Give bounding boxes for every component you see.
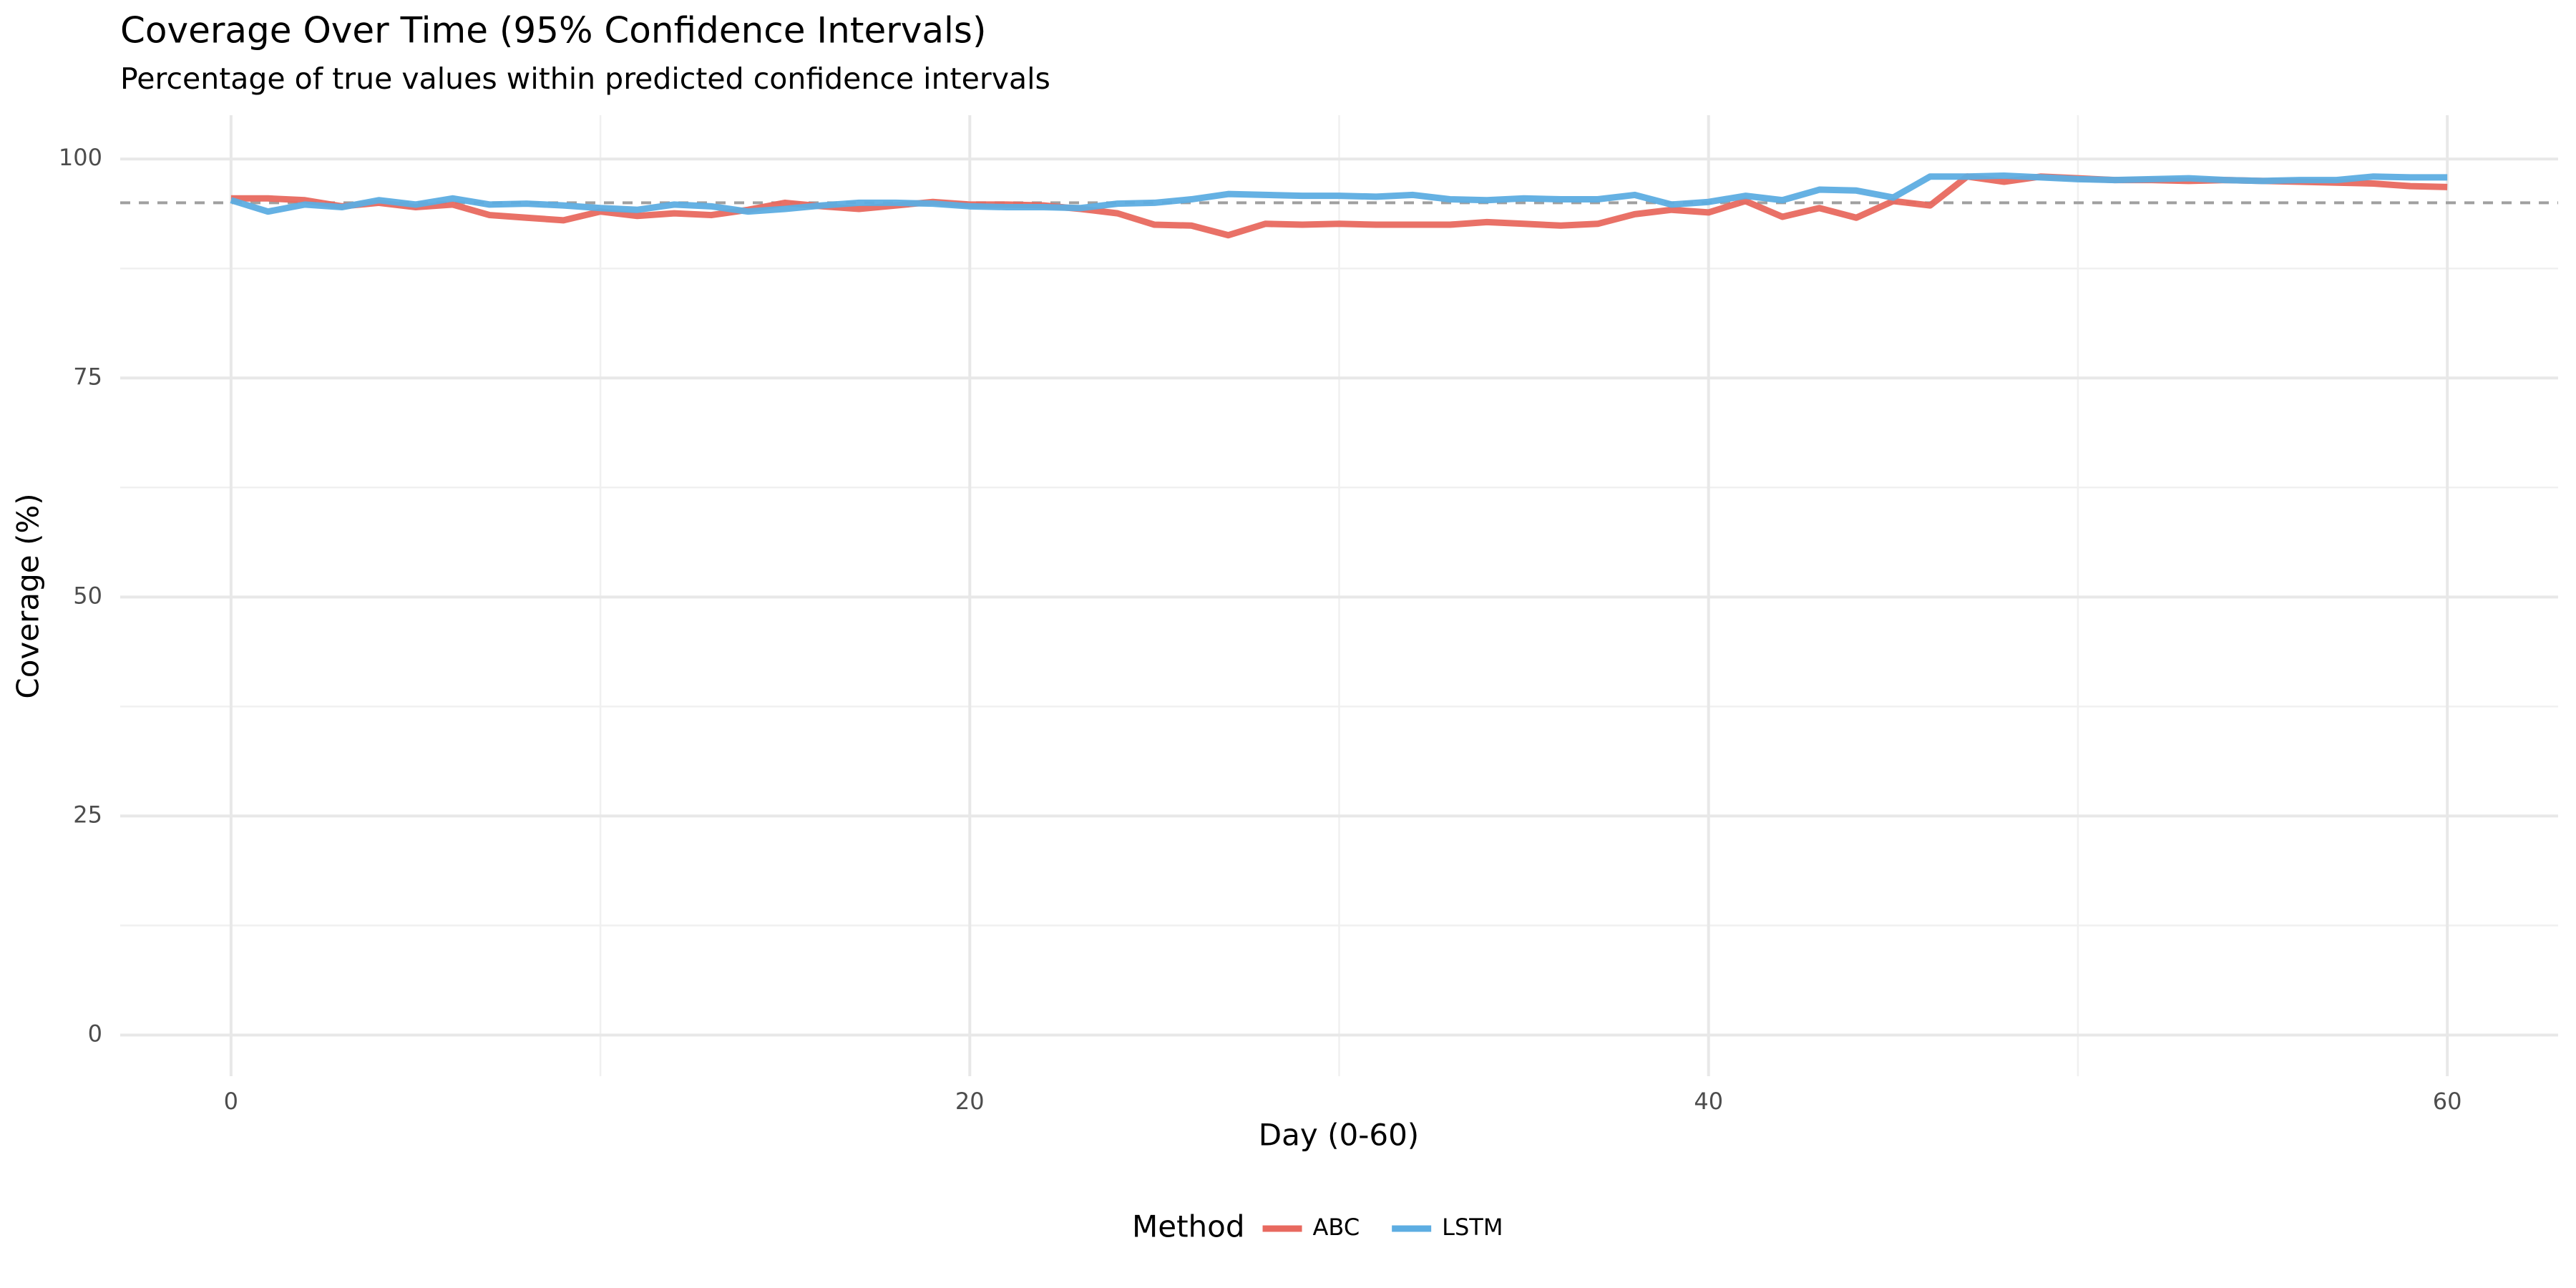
y-axis-title: Coverage (%) <box>11 493 46 698</box>
x-axis-title: Day (0-60) <box>1259 1118 1419 1153</box>
x-tick-label: 60 <box>2433 1088 2462 1115</box>
chart-title: Coverage Over Time (95% Confidence Inter… <box>120 10 986 52</box>
y-tick-label: 50 <box>73 582 102 609</box>
y-tick-label: 100 <box>59 144 102 171</box>
legend-label: LSTM <box>1442 1214 1503 1241</box>
chart-subtitle: Percentage of true values within predict… <box>120 62 1050 96</box>
y-tick-label: 0 <box>88 1020 102 1047</box>
x-tick-label: 40 <box>1694 1088 1723 1115</box>
x-tick-label: 0 <box>224 1088 238 1115</box>
y-tick-label: 25 <box>73 801 102 828</box>
x-tick-label: 20 <box>955 1088 985 1115</box>
series-line <box>230 172 2448 215</box>
legend-label: ABC <box>1313 1214 1360 1241</box>
legend-title: Method <box>1132 1209 1245 1244</box>
y-tick-label: 75 <box>73 363 102 390</box>
